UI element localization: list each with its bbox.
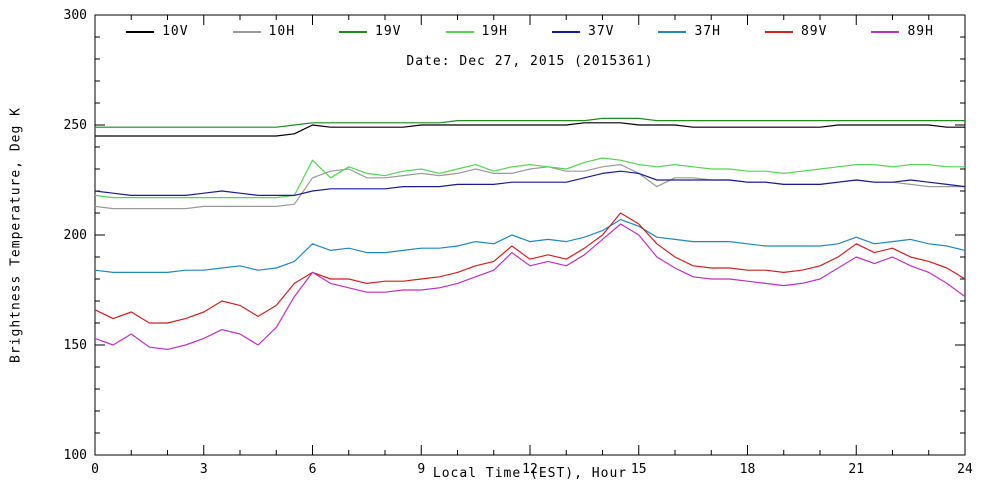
legend-swatch-37V <box>552 30 580 33</box>
x-tick-label: 6 <box>309 462 317 477</box>
legend-swatch-37H <box>658 30 687 33</box>
legend-swatch-10H <box>232 30 261 33</box>
legend-label: 37H <box>694 24 721 39</box>
legend: 10V 10H 19V 19H 37V 37H 89V 89H <box>95 24 965 39</box>
legend-swatch-89V <box>764 30 793 33</box>
legend-item-37H: 37H <box>658 24 720 39</box>
series-line-89H <box>94 223 966 350</box>
legend-label: 37V <box>588 24 615 39</box>
plot-frame <box>94 14 966 456</box>
y-tick-label: 250 <box>64 118 87 133</box>
legend-item-89H: 89H <box>871 24 933 39</box>
legend-label: 10V <box>162 24 189 39</box>
x-tick-label: 0 <box>91 462 99 477</box>
y-tick-label: 100 <box>64 448 87 463</box>
date-annotation: Date: Dec 27, 2015 (2015361) <box>406 54 654 69</box>
series-line-19V <box>95 117 965 128</box>
legend-label: 19H <box>481 24 508 39</box>
legend-item-19H: 19H <box>445 24 508 39</box>
series-line-37V <box>94 170 966 196</box>
legend-label: 89V <box>800 24 828 39</box>
y-tick-label: 200 <box>64 228 87 243</box>
legend-swatch-10V <box>126 30 155 33</box>
x-axis-label: Local Time (EST), Hour <box>432 466 628 481</box>
legend-item-19V: 19V <box>339 24 401 39</box>
legend-item-37V: 37V <box>552 24 614 39</box>
y-axis-label: Brightness Temperature, Deg K <box>8 107 24 363</box>
y-tick-label: 300 <box>64 8 87 23</box>
series-line-10H <box>94 164 965 210</box>
x-tick-label: 21 <box>848 462 864 477</box>
legend-swatch-19V <box>339 30 368 33</box>
legend-item-10V: 10V <box>126 24 188 39</box>
x-tick-label: 3 <box>200 462 208 477</box>
legend-swatch-19H <box>445 30 474 33</box>
legend-label: 89H <box>907 24 934 39</box>
x-tick-label: 9 <box>417 462 425 477</box>
legend-swatch-89H <box>871 30 900 33</box>
series-line-37H <box>94 219 966 273</box>
x-tick-label: 18 <box>740 462 756 477</box>
series-line-19H <box>94 157 965 199</box>
series-line-89V <box>94 212 966 324</box>
legend-label: 10H <box>268 24 296 39</box>
x-tick-label: 24 <box>957 462 973 477</box>
y-tick-label: 150 <box>64 338 87 353</box>
legend-label: 19V <box>375 24 402 39</box>
x-tick-label: 15 <box>631 462 647 477</box>
legend-item-10H: 10H <box>232 24 296 39</box>
legend-item-89V: 89V <box>764 24 828 39</box>
x-tick-label: 12 <box>522 462 538 477</box>
series-line-10V <box>95 122 965 137</box>
